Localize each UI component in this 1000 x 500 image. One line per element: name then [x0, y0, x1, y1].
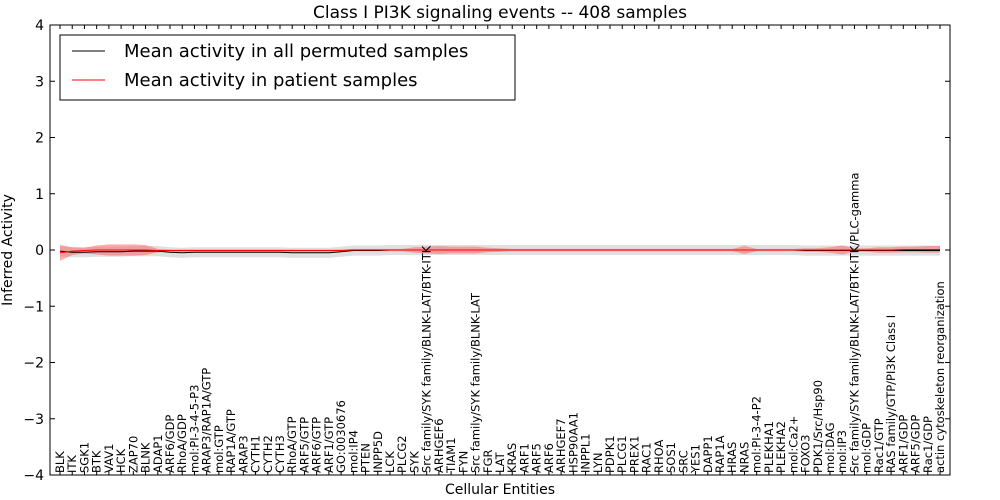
- x-tick-label: ARF5: [530, 443, 544, 473]
- x-tick-label: ARF1/GTP: [322, 417, 336, 473]
- x-tick-label: DAPP1: [701, 435, 715, 473]
- y-tick-label: −1: [23, 299, 44, 315]
- x-tick-label: PDK1/Src/Hsp90: [811, 380, 825, 473]
- y-tick-label: 1: [35, 187, 44, 203]
- x-tick-label: TIAM1: [444, 437, 458, 474]
- series-lines: [59, 248, 940, 254]
- x-tick-label: FGR: [481, 449, 495, 473]
- x-tick-label: RhoA/GDP: [175, 414, 189, 473]
- x-tick-label: BTK: [90, 450, 104, 473]
- x-tick-label: GO:0030676: [334, 400, 348, 473]
- y-tick-label: 3: [35, 74, 44, 90]
- x-tick-label: mol:PI-3-4-5-P3: [187, 385, 201, 473]
- x-tick-label: HSP90AA1: [566, 412, 580, 473]
- y-axis-label: Inferred Activity: [0, 194, 16, 306]
- x-tick-label: LYN: [591, 452, 605, 473]
- confidence-bands: [60, 244, 940, 261]
- chart-title: Class I PI3K signaling events -- 408 sam…: [313, 3, 687, 23]
- x-tick-label: ARF1/GDP: [896, 415, 910, 473]
- x-tick-label: actin cytoskeleton reorganization: [933, 281, 947, 473]
- x-tick-label: FYN: [456, 451, 470, 473]
- x-tick-label: ARF5/GDP: [909, 415, 923, 473]
- x-tick-label: SGK1: [77, 442, 91, 473]
- x-tick-label: CYTH1: [249, 435, 263, 473]
- x-tick-label: ARF6/GDP: [163, 415, 177, 473]
- x-tick-label: HRAS: [725, 442, 739, 473]
- x-tick-label: BLNK: [139, 442, 153, 473]
- series-band-1: [60, 244, 940, 261]
- x-tick-label: ARF6: [542, 443, 556, 473]
- x-tick-label: ARHGEF7: [554, 418, 568, 473]
- x-tick-label: RhoA/GTP: [285, 416, 299, 473]
- x-tick-label: mol:PI-3-4-P2: [750, 396, 764, 473]
- x-tick-label: RAP1A: [713, 435, 727, 473]
- x-tick-label: ADAP1: [151, 434, 165, 473]
- x-tick-label: SOS1: [664, 442, 678, 473]
- x-tick-label: mol:DAG: [823, 422, 837, 473]
- x-tick-label: mol:IP3: [835, 430, 849, 473]
- x-tick-label: mol:Ca2+: [786, 416, 800, 473]
- x-tick-label: PLCG2: [395, 435, 409, 473]
- x-tick-label: ARF5/GTP: [297, 417, 311, 473]
- legend: Mean activity in all permuted samples Mea…: [59, 34, 516, 101]
- x-tick-label: YES1: [689, 444, 703, 474]
- x-tick-label: RHOA: [652, 440, 666, 473]
- x-tick-label: LAT: [493, 451, 507, 473]
- x-tick-label: LCK: [383, 451, 397, 473]
- x-tick-label: mol:GTP: [212, 425, 226, 473]
- x-tick-label: ARAP3: [236, 435, 250, 473]
- x-tick-label: SRC: [676, 450, 690, 473]
- legend-label: Mean activity in all permuted samples: [124, 41, 468, 62]
- series-line-1: [59, 248, 940, 254]
- x-tick-label: ARHGEF6: [432, 418, 446, 473]
- x-tick-label: HCK: [114, 448, 128, 473]
- x-tick-label: BLK: [53, 451, 67, 473]
- y-tick-label: −4: [23, 468, 44, 484]
- x-tick-label: PLEKHA2: [774, 421, 788, 473]
- x-tick-label: PREX1: [627, 436, 641, 473]
- y-tick-label: 0: [35, 243, 44, 259]
- x-axis-label: Cellular Entities: [445, 482, 555, 498]
- x-tick-label: PTEN: [359, 443, 373, 473]
- x-tick-label: INPP5D: [371, 431, 385, 473]
- x-tick-label: ZAP70: [126, 436, 140, 473]
- x-tick-label: ARF6/GTP: [310, 417, 324, 473]
- x-tick-label: Rac1/GTP: [872, 418, 886, 473]
- x-tick-label: mol:GDP: [860, 423, 874, 473]
- x-tick-label: FOXO3: [799, 435, 813, 473]
- x-tick-label: SYK: [407, 451, 421, 473]
- x-tick-label: Src family/SYK family/BLNK-LAT: [469, 292, 483, 473]
- x-tick-label: NRAS: [737, 442, 751, 473]
- y-tick-label: 2: [35, 131, 44, 147]
- x-tick-label: PDPK1: [603, 435, 617, 473]
- x-tick-label: RAS family/GTP/PI3K Class I: [884, 315, 898, 473]
- x-tick-label: mol:IP4: [346, 430, 360, 473]
- x-tick-label: PLEKHA1: [762, 421, 776, 473]
- x-tick-label: Src family/SYK family/BLNK-LAT/BTK-ITK/P…: [847, 173, 861, 474]
- x-tick-label: RAP1A/GTP: [224, 409, 238, 473]
- x-tick-label: KRAS: [505, 443, 519, 473]
- x-tick-label: INPPL1: [579, 433, 593, 473]
- y-tick-label: 4: [35, 18, 44, 34]
- x-tick-label: RAC1: [640, 442, 654, 473]
- x-tick-label: CYTH3: [273, 435, 287, 473]
- x-tick-label: PLCG1: [615, 435, 629, 473]
- legend-label: Mean activity in patient samples: [124, 70, 418, 91]
- x-tick-label: ITK: [65, 455, 79, 473]
- x-tick-label: CYTH2: [261, 435, 275, 473]
- x-ticks: BLKITKSGK1BTKVAV1HCKZAP70BLNKADAP1ARF6/G…: [53, 25, 947, 475]
- y-tick-label: −3: [23, 412, 44, 428]
- x-tick-label: ARF1: [517, 443, 531, 473]
- x-tick-label: VAV1: [102, 444, 116, 473]
- legend-box: [59, 34, 516, 101]
- x-tick-label: Rac1/GDP: [921, 416, 935, 473]
- y-ticks: 4 3 2 1 0 −1 −2 −3 −4: [23, 18, 950, 484]
- y-tick-label: −2: [23, 356, 44, 372]
- x-tick-label: Src family/SYK family/BLNK-LAT/BTK-ITK: [420, 245, 434, 473]
- x-tick-label: ARAP3/RAP1A/GTP: [200, 368, 214, 473]
